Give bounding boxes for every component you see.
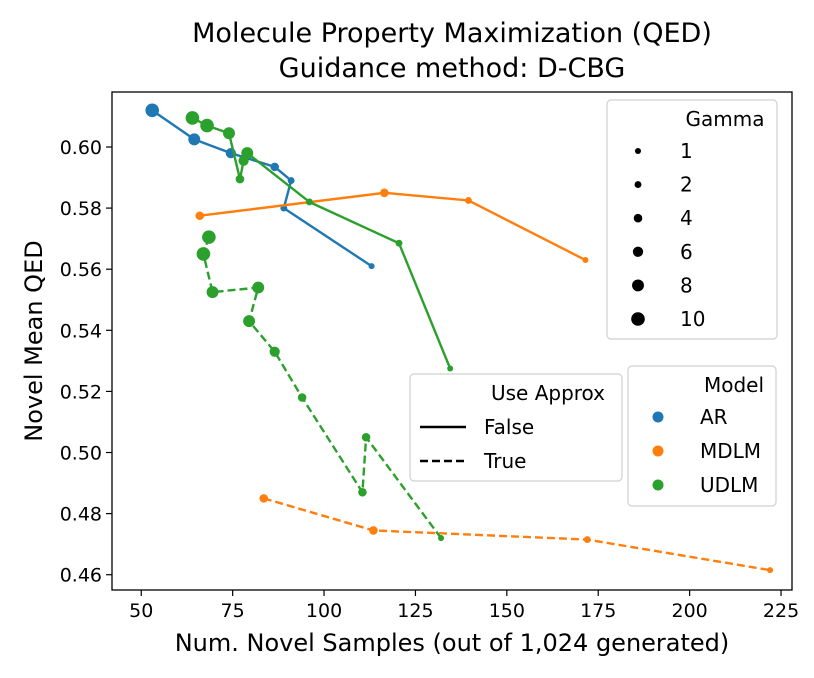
data-point-mdlm <box>582 257 589 264</box>
x-tick-label: 125 <box>397 600 433 622</box>
data-point-udlm <box>438 535 445 542</box>
y-tick-label: 0.60 <box>60 137 102 159</box>
data-point-udlm <box>202 230 216 244</box>
data-point-udlm <box>269 346 280 357</box>
plot-area <box>145 103 774 574</box>
data-point-udlm <box>241 147 254 160</box>
series-line-mdlm-exact <box>199 191 586 262</box>
approx-legend-items: False True <box>420 415 534 473</box>
y-tick-label: 0.48 <box>60 504 102 526</box>
data-point-mdlm <box>380 188 389 198</box>
x-tick-label: 225 <box>763 600 799 622</box>
model-legend-marker <box>652 411 664 423</box>
series-line-udlm-approx <box>202 236 442 539</box>
data-point-mdlm <box>767 567 774 574</box>
data-point-mdlm <box>369 526 378 535</box>
series-line-ar-exact <box>151 109 373 268</box>
data-point-ar <box>287 177 295 185</box>
data-point-udlm <box>395 239 403 247</box>
data-point-ar <box>188 133 201 146</box>
gamma-legend-marker <box>632 279 644 292</box>
model-legend-marker <box>652 445 664 457</box>
model-legend-marker <box>652 479 664 491</box>
gamma-legend-label: 1 <box>680 139 693 163</box>
data-point-udlm <box>185 111 200 125</box>
gamma-legend-marker <box>633 213 643 223</box>
gamma-legend-label: 8 <box>680 273 693 297</box>
approx-legend-label: False <box>484 415 534 439</box>
y-tick-label: 0.46 <box>60 565 102 587</box>
gamma-legend-title: Gamma <box>686 107 765 131</box>
data-point-udlm <box>297 393 307 402</box>
x-axis: 50 75 100 125 150 175 200 225 <box>129 590 799 622</box>
chart-subtitle: Guidance method: D-CBG <box>279 53 626 84</box>
data-point-ar <box>368 263 375 270</box>
y-tick-label: 0.52 <box>60 381 102 403</box>
model-legend-items: AR MDLM UDLM <box>652 405 761 497</box>
approx-legend-label: True <box>483 449 526 473</box>
gamma-legend-marker <box>634 147 642 155</box>
data-point-ar <box>145 103 160 118</box>
data-point-udlm <box>361 432 371 442</box>
data-point-udlm <box>243 315 256 328</box>
data-point-udlm <box>252 281 265 294</box>
plot-frame <box>111 91 793 591</box>
y-tick-label: 0.50 <box>60 443 102 465</box>
series-line-mdlm-approx <box>263 497 771 572</box>
x-axis-label: Num. Novel Samples (out of 1,024 generat… <box>175 629 730 657</box>
gamma-legend-marker <box>632 246 644 257</box>
data-point-ar <box>270 162 279 172</box>
data-point-udlm <box>235 174 245 184</box>
data-point-mdlm <box>583 536 591 544</box>
data-point-udlm <box>200 118 214 133</box>
data-point-mdlm <box>195 211 205 221</box>
approx-legend-box <box>409 373 623 482</box>
model-legend-label: UDLM <box>700 473 758 497</box>
gamma-legend-label: 10 <box>680 307 705 331</box>
gamma-legend-items: 1 2 4 6 8 10 <box>631 139 705 331</box>
model-legend-label: MDLM <box>700 439 761 463</box>
x-tick-label: 75 <box>221 600 245 622</box>
data-point-udlm <box>447 365 454 372</box>
model-legend-title: Model <box>704 373 764 397</box>
data-point-mdlm <box>259 494 269 503</box>
data-point-udlm <box>305 198 313 206</box>
y-tick-label: 0.58 <box>60 198 102 220</box>
data-point-udlm <box>223 127 235 140</box>
y-tick-label: 0.56 <box>60 259 102 281</box>
x-tick-label: 150 <box>489 600 525 622</box>
x-tick-label: 200 <box>672 600 708 622</box>
gamma-legend-label: 4 <box>680 206 693 230</box>
data-point-mdlm <box>465 197 472 204</box>
x-tick-label: 50 <box>129 600 153 622</box>
data-point-udlm <box>196 247 211 261</box>
chart-title: Molecule Property Maximization (QED) <box>192 18 712 49</box>
gamma-legend-label: 2 <box>680 173 693 197</box>
approx-legend-title: Use Approx <box>491 381 605 405</box>
approx-legend: Use Approx False True <box>409 373 623 482</box>
model-legend: Model AR MDLM UDLM <box>627 365 777 507</box>
data-point-udlm <box>358 487 367 497</box>
y-axis: 0.46 0.48 0.50 0.52 0.54 0.56 0.58 0.60 <box>60 137 112 587</box>
x-tick-label: 100 <box>306 600 342 622</box>
gamma-legend-label: 6 <box>680 240 693 264</box>
gamma-legend-marker <box>634 181 642 189</box>
model-legend-box <box>627 365 777 507</box>
model-legend-label: AR <box>700 405 728 429</box>
y-axis-label: Novel Mean QED <box>20 240 48 441</box>
gamma-legend: Gamma 1 2 4 6 8 10 <box>606 99 778 340</box>
data-point-udlm <box>206 286 219 299</box>
gamma-legend-box <box>606 99 778 340</box>
y-tick-label: 0.54 <box>60 320 102 342</box>
x-tick-label: 175 <box>580 600 616 622</box>
gamma-legend-marker <box>631 312 645 326</box>
